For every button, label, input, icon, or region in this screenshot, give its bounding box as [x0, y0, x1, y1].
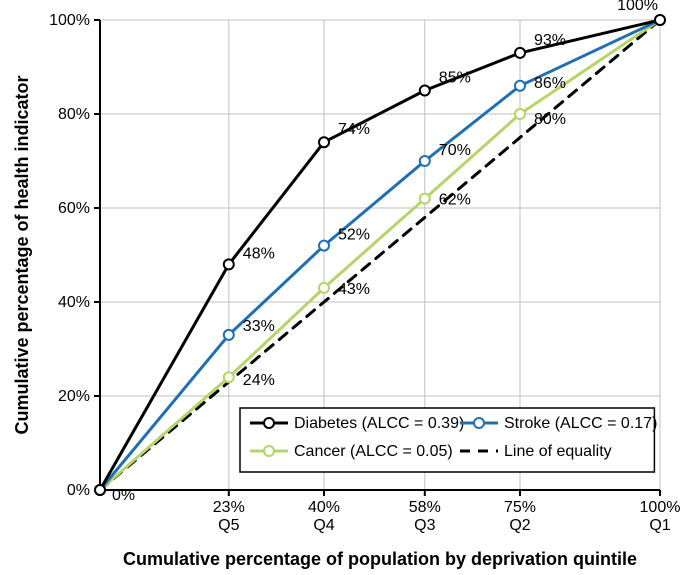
- legend-label: Stroke (ALCC = 0.17): [504, 415, 657, 432]
- data-point: [224, 259, 234, 269]
- y-tick-label: 0%: [67, 482, 90, 499]
- x-tick-pct: 23%: [213, 499, 245, 516]
- point-label: 0%: [112, 487, 135, 504]
- data-point: [319, 241, 329, 251]
- x-tick-pct: 58%: [409, 499, 441, 516]
- legend-label: Line of equality: [504, 443, 612, 460]
- y-axis-title: Cumulative percentage of health indicato…: [12, 75, 32, 434]
- data-point: [224, 372, 234, 382]
- data-point: [420, 86, 430, 96]
- x-tick-pct: 40%: [308, 499, 340, 516]
- data-point: [515, 48, 525, 58]
- y-tick-label: 20%: [58, 388, 90, 405]
- point-label: 85%: [439, 70, 471, 87]
- x-tick-q: Q1: [649, 517, 670, 534]
- x-tick-pct: 100%: [640, 499, 681, 516]
- x-tick-q: Q5: [218, 517, 239, 534]
- data-point: [515, 81, 525, 91]
- point-label: 33%: [243, 318, 275, 335]
- point-label: 93%: [534, 32, 566, 49]
- x-tick-q: Q2: [509, 517, 530, 534]
- data-point: [95, 485, 105, 495]
- x-tick-pct: 75%: [504, 499, 536, 516]
- point-label: 52%: [338, 227, 370, 244]
- data-point: [420, 156, 430, 166]
- data-point: [319, 137, 329, 147]
- data-point: [319, 283, 329, 293]
- y-tick-label: 60%: [58, 200, 90, 217]
- legend-label: Cancer (ALCC = 0.05): [294, 443, 453, 460]
- y-tick-label: 40%: [58, 294, 90, 311]
- data-point: [655, 15, 665, 25]
- data-point: [515, 109, 525, 119]
- x-tick-q: Q4: [313, 517, 334, 534]
- point-label: 74%: [338, 121, 370, 138]
- lorenz-chart: 0%20%40%60%80%100%23%Q540%Q458%Q375%Q210…: [0, 0, 682, 575]
- point-label: 62%: [439, 192, 471, 209]
- point-label: 100%: [617, 0, 658, 14]
- point-label: 43%: [338, 281, 370, 298]
- y-tick-label: 80%: [58, 106, 90, 123]
- point-label: 48%: [243, 245, 275, 262]
- x-axis-title: Cumulative percentage of population by d…: [123, 549, 637, 569]
- y-tick-label: 100%: [49, 12, 90, 29]
- data-point: [420, 194, 430, 204]
- x-tick-q: Q3: [414, 517, 435, 534]
- point-label: 24%: [243, 372, 275, 389]
- legend-label: Diabetes (ALCC = 0.39): [294, 415, 464, 432]
- point-label: 80%: [534, 111, 566, 128]
- data-point: [224, 330, 234, 340]
- point-label: 70%: [439, 142, 471, 159]
- chart-container: 0%20%40%60%80%100%23%Q540%Q458%Q375%Q210…: [0, 0, 682, 575]
- point-label: 86%: [534, 75, 566, 92]
- legend: Diabetes (ALCC = 0.39) Stroke (ALCC = 0.1…: [240, 408, 657, 472]
